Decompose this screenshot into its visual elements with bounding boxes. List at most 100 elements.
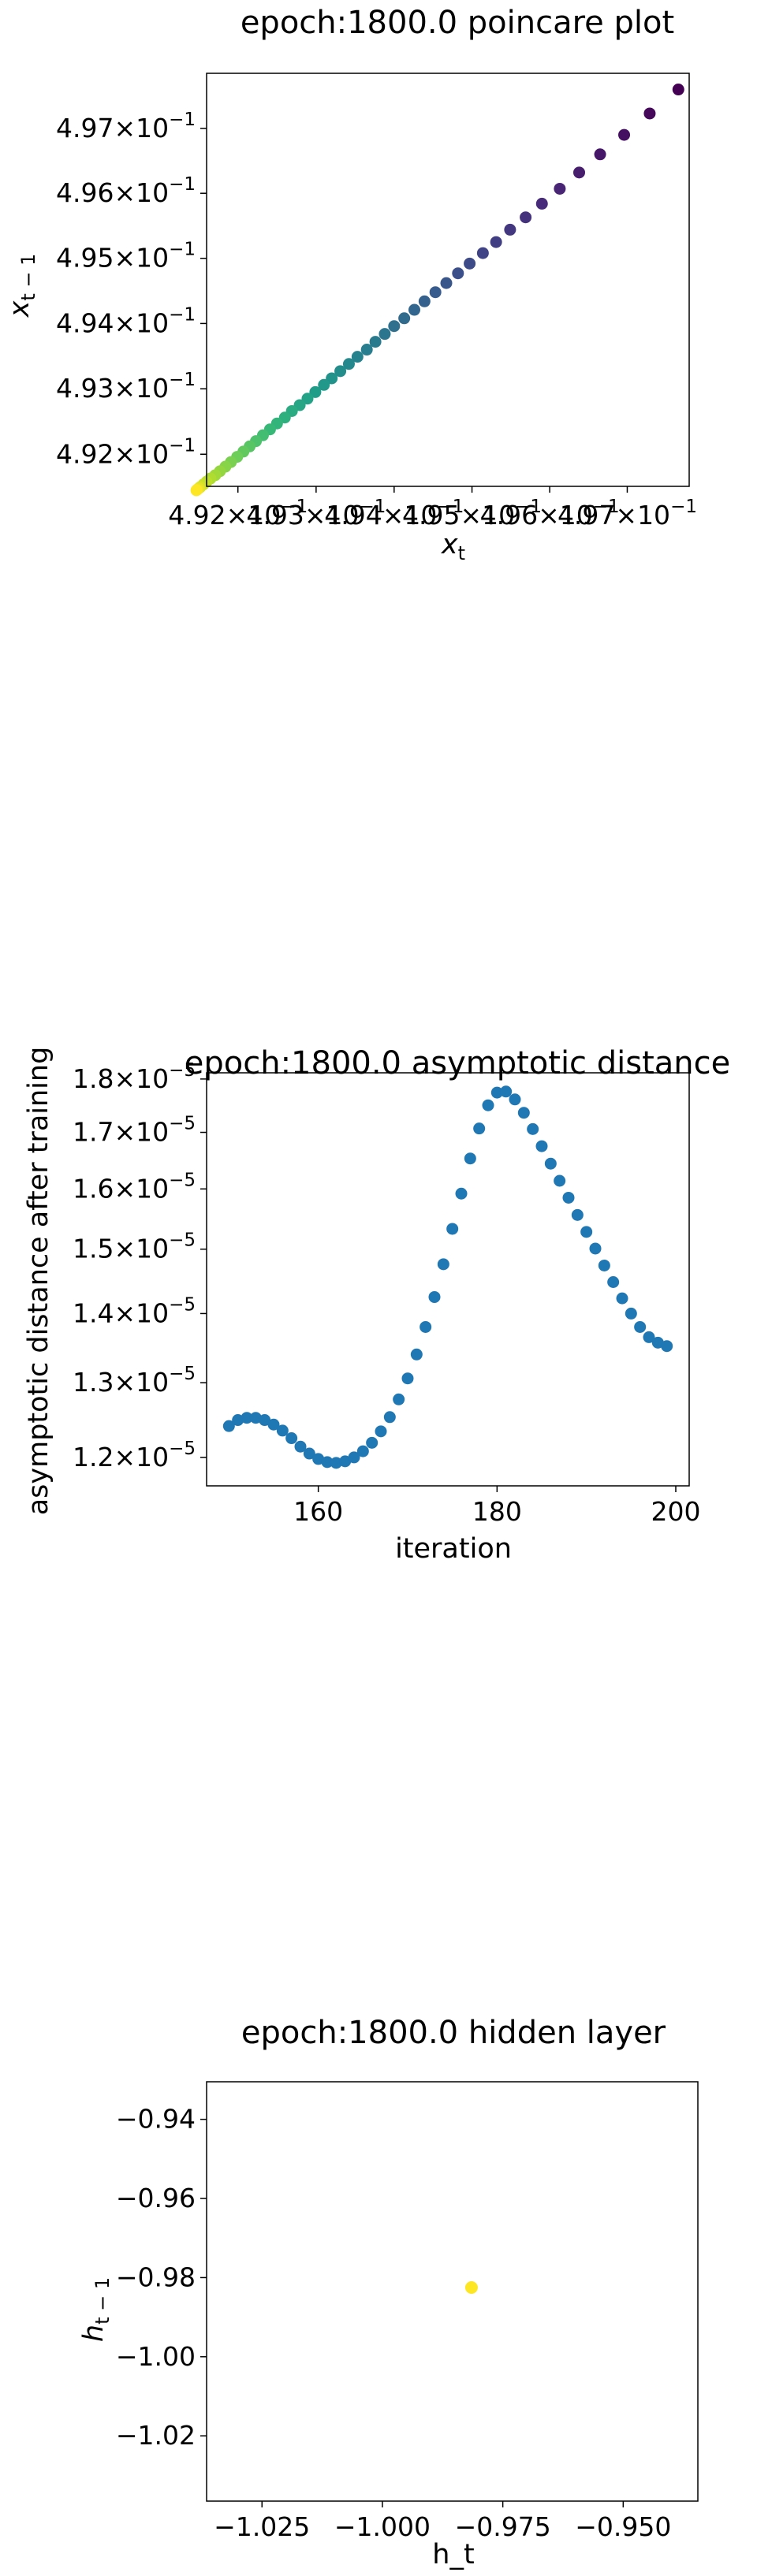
y-tick-label: −1.02 <box>116 2420 196 2451</box>
data-point <box>241 1412 253 1424</box>
y-tick-label: 1.5×10−5 <box>73 1230 196 1264</box>
data-point <box>634 1320 647 1333</box>
x-tick-label: 4.94×10−1 <box>324 497 464 530</box>
y-tick-label: −0.98 <box>116 2261 196 2292</box>
y-axis-label: xt − 1 <box>4 254 39 318</box>
y-tick-label: 4.94×10−1 <box>56 304 196 338</box>
x-tick-label: −0.975 <box>455 2511 551 2542</box>
data-point <box>625 1307 637 1320</box>
data-point <box>360 344 373 356</box>
data-point <box>408 303 421 316</box>
plot-frame <box>206 2081 699 2502</box>
chart-title: epoch:1800.0 hidden layer <box>241 2015 666 2051</box>
poincare-plot-chart: epoch:1800.0 poincare plot 4.92×10−14.93… <box>4 5 697 564</box>
y-tick-label: 4.95×10−1 <box>56 240 196 274</box>
data-point <box>643 1331 655 1343</box>
x-axis-label: xt <box>441 529 465 564</box>
data-point <box>312 1453 325 1465</box>
data-point <box>393 1393 405 1405</box>
y-tick-label: −1.00 <box>116 2341 196 2372</box>
data-point <box>535 1140 548 1152</box>
plot-frame <box>206 1072 690 1487</box>
asymptotic-distance-chart: epoch:1800.0 asymptotic distance 160 180 2… <box>23 1045 730 1565</box>
y-tick-label: 4.92×10−1 <box>56 435 196 469</box>
scatter-points <box>464 2280 478 2294</box>
data-point <box>490 236 502 248</box>
data-point <box>464 2280 478 2294</box>
data-point <box>378 328 391 341</box>
data-point <box>440 277 453 289</box>
data-point <box>672 84 684 96</box>
data-point <box>267 1418 280 1431</box>
data-point <box>464 257 476 270</box>
data-point <box>222 1420 235 1432</box>
data-point <box>490 1086 503 1099</box>
data-point <box>473 1122 486 1135</box>
data-point <box>535 197 548 210</box>
x-axis-label: iteration <box>395 1533 512 1565</box>
data-point <box>509 1093 521 1106</box>
y-tick-label: 1.6×10−5 <box>73 1170 196 1204</box>
data-point <box>259 1414 271 1427</box>
scatter-points <box>190 84 684 497</box>
data-point <box>618 128 631 141</box>
y-tick-label: 1.7×10−5 <box>73 1114 196 1148</box>
data-point <box>589 1242 602 1255</box>
y-tick-label: −0.96 <box>116 2183 196 2213</box>
data-point <box>607 1276 620 1289</box>
x-tick-label: −1.000 <box>334 2511 431 2542</box>
y-tick-label: 4.93×10−1 <box>56 370 196 404</box>
y-tick-label: 1.4×10−5 <box>73 1294 196 1328</box>
data-point <box>429 286 442 299</box>
x-tick-label: 4.96×10−1 <box>480 497 620 530</box>
plot-frame <box>206 73 690 487</box>
data-point <box>410 1348 423 1361</box>
data-point <box>190 484 203 497</box>
data-point <box>446 1223 459 1235</box>
data-point <box>420 1320 432 1333</box>
data-point <box>401 1372 414 1385</box>
data-point <box>356 1445 369 1457</box>
data-point <box>249 1412 262 1424</box>
x-tick-label: 160 <box>293 1496 343 1527</box>
data-point <box>580 1226 593 1238</box>
data-point <box>437 1258 449 1271</box>
data-point <box>321 1456 334 1469</box>
data-point <box>339 1455 352 1468</box>
axis-ticks: 4.92×10−14.93×10−14.94×10−14.95×10−14.96… <box>56 110 697 530</box>
data-point <box>554 182 566 195</box>
data-point <box>232 1414 244 1427</box>
x-tick-label: 200 <box>651 1496 701 1527</box>
data-point <box>464 1152 476 1165</box>
x-tick-label: 180 <box>472 1496 522 1527</box>
data-point <box>554 1174 566 1187</box>
data-point <box>598 1259 610 1271</box>
y-tick-label: 4.97×10−1 <box>56 110 196 143</box>
data-point <box>326 372 338 385</box>
x-tick-label: −0.950 <box>575 2511 671 2542</box>
data-point <box>428 1290 441 1303</box>
data-point <box>309 385 322 398</box>
data-point <box>520 211 532 224</box>
data-point <box>334 365 347 378</box>
data-point <box>388 320 401 333</box>
y-tick-label: 1.3×10−5 <box>73 1364 196 1398</box>
data-point <box>616 1292 628 1305</box>
data-point <box>571 1208 584 1221</box>
data-point <box>318 378 330 391</box>
data-point <box>562 1191 575 1204</box>
data-point <box>661 1340 673 1353</box>
data-point <box>351 351 364 363</box>
data-point <box>504 223 516 236</box>
data-point <box>594 148 606 161</box>
data-point <box>482 1099 494 1111</box>
x-tick-label: 4.92×10−1 <box>168 497 308 530</box>
data-point <box>369 336 382 348</box>
data-point <box>573 166 586 179</box>
data-point <box>527 1122 539 1135</box>
y-tick-label: −0.94 <box>116 2104 196 2135</box>
x-tick-label: 4.93×10−1 <box>246 497 386 530</box>
y-tick-label: 4.96×10−1 <box>56 174 196 208</box>
data-point <box>383 1411 396 1424</box>
y-axis-label: asymptotic distance after training <box>23 1047 54 1516</box>
